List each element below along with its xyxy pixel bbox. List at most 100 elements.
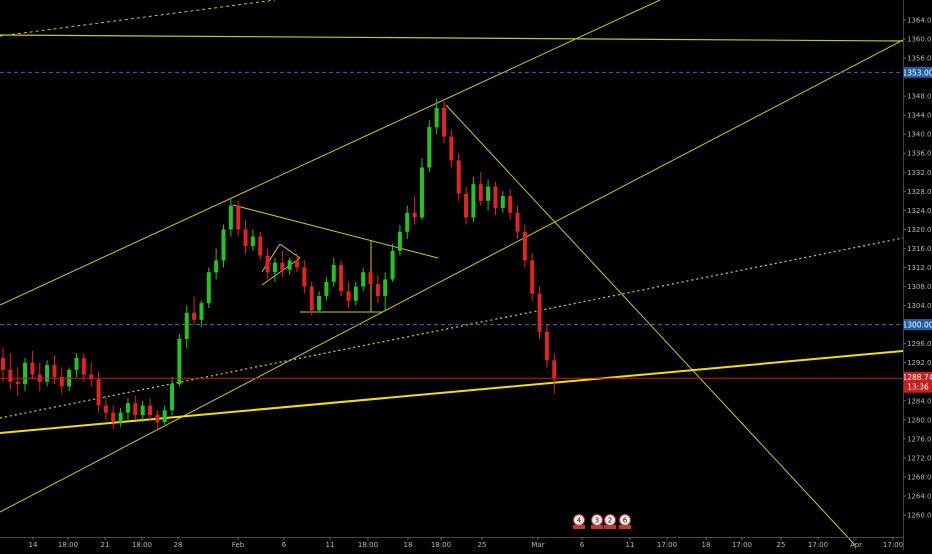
candle-body <box>295 260 299 268</box>
candle[interactable] <box>118 407 123 427</box>
candle[interactable] <box>45 360 50 387</box>
candle[interactable] <box>456 153 461 201</box>
candle[interactable] <box>103 396 108 420</box>
top-horizontal-trendline[interactable] <box>0 34 904 42</box>
candle[interactable] <box>442 100 446 144</box>
candle[interactable] <box>449 129 454 168</box>
candle[interactable] <box>486 179 491 211</box>
event-badge[interactable]: 4 <box>573 514 585 530</box>
candle-body <box>434 108 439 128</box>
candle[interactable] <box>361 267 366 292</box>
event-badge[interactable]: 3 <box>591 514 603 530</box>
candle-body <box>324 281 329 297</box>
candle[interactable] <box>375 274 380 304</box>
candle[interactable] <box>8 353 13 389</box>
candle[interactable] <box>30 350 35 380</box>
candle[interactable] <box>478 172 483 206</box>
triangle-line-1[interactable] <box>261 243 281 273</box>
candle-body <box>96 379 101 406</box>
candle[interactable] <box>324 277 329 301</box>
candle[interactable] <box>464 186 469 225</box>
upper-channel-line[interactable] <box>0 0 661 306</box>
candle[interactable] <box>515 205 520 239</box>
candle[interactable] <box>339 260 344 297</box>
triangle-line-3[interactable] <box>261 257 301 286</box>
candle[interactable] <box>346 281 351 308</box>
candle[interactable] <box>302 260 307 294</box>
candle[interactable] <box>390 243 395 282</box>
candle[interactable] <box>155 410 160 430</box>
candle[interactable] <box>368 267 373 292</box>
y-tick-label: 1280.00 <box>907 416 932 424</box>
candle[interactable] <box>544 324 549 368</box>
candle[interactable] <box>81 353 86 382</box>
candle-body <box>464 193 469 218</box>
candle[interactable] <box>96 372 101 413</box>
candle[interactable] <box>471 177 476 223</box>
candle[interactable] <box>258 231 263 261</box>
candle[interactable] <box>206 267 211 308</box>
y-tick-label: 1332.00 <box>907 169 932 177</box>
candle[interactable] <box>272 257 277 282</box>
candle[interactable] <box>353 281 358 306</box>
candle[interactable] <box>133 396 138 420</box>
y-tick-label: 1276.00 <box>907 435 932 443</box>
wedge-upper-line[interactable] <box>232 204 439 259</box>
candle[interactable] <box>317 291 322 313</box>
candle[interactable] <box>111 405 116 430</box>
candle[interactable] <box>522 224 527 268</box>
lower-channel-line[interactable] <box>0 39 904 513</box>
candle[interactable] <box>405 205 410 239</box>
candle[interactable] <box>500 191 505 213</box>
y-tick-label: 1292.00 <box>907 359 932 367</box>
candle[interactable] <box>309 281 314 316</box>
event-badge[interactable]: 2 <box>604 514 616 530</box>
candle[interactable] <box>427 119 432 173</box>
candle[interactable] <box>89 362 94 387</box>
candle[interactable] <box>1 348 5 382</box>
top-dashed-trendline[interactable] <box>0 0 276 37</box>
candle[interactable] <box>280 250 285 277</box>
candle-body <box>243 229 248 247</box>
candle[interactable] <box>59 367 64 394</box>
candle[interactable] <box>140 400 145 423</box>
candle[interactable] <box>23 357 28 392</box>
candle[interactable] <box>192 296 197 325</box>
candle[interactable] <box>434 98 439 135</box>
candle[interactable] <box>52 355 57 385</box>
candle-body <box>8 369 13 382</box>
dotted-trendline[interactable] <box>0 237 904 419</box>
candle[interactable] <box>419 158 424 220</box>
candle[interactable] <box>493 181 498 216</box>
candle[interactable] <box>331 257 336 287</box>
candle[interactable] <box>397 224 402 256</box>
candle[interactable] <box>184 305 189 349</box>
candle[interactable] <box>214 248 219 280</box>
candle[interactable] <box>383 272 388 311</box>
event-badge[interactable]: 6 <box>619 514 631 530</box>
candle[interactable] <box>170 376 175 416</box>
candle[interactable] <box>537 286 542 339</box>
candle[interactable] <box>295 253 299 273</box>
candle[interactable] <box>287 257 292 275</box>
candle[interactable] <box>250 229 255 251</box>
candle[interactable] <box>162 405 167 425</box>
candle[interactable] <box>412 196 417 225</box>
candle[interactable] <box>125 398 130 420</box>
candle[interactable] <box>199 300 204 327</box>
candle[interactable] <box>74 353 79 377</box>
candle[interactable] <box>265 248 270 280</box>
descending-trendline[interactable] <box>445 104 856 546</box>
candle[interactable] <box>15 367 20 396</box>
candle[interactable] <box>530 253 535 301</box>
candle-body <box>155 415 160 423</box>
candle[interactable] <box>243 219 248 254</box>
candle[interactable] <box>236 200 241 237</box>
candle[interactable] <box>221 224 226 268</box>
candle[interactable] <box>228 198 233 237</box>
candle[interactable] <box>508 188 513 220</box>
candle[interactable] <box>148 398 152 420</box>
candle[interactable] <box>552 353 557 394</box>
